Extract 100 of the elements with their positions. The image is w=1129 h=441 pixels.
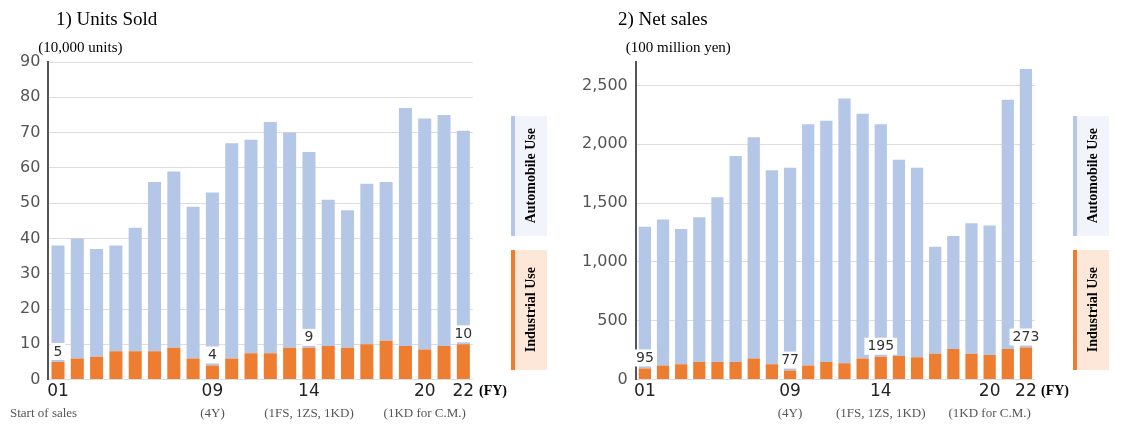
bar <box>965 223 978 354</box>
x-tick-label: 20 <box>413 380 436 401</box>
bar <box>947 236 960 350</box>
text: Start of sales <box>10 404 78 420</box>
bar <box>51 361 65 380</box>
bar <box>456 344 470 380</box>
bar <box>729 156 742 362</box>
data-label: 9 <box>304 328 314 345</box>
chart-title: 1) Units Sold <box>55 8 159 31</box>
bar <box>892 356 906 380</box>
bar <box>965 353 978 380</box>
bar <box>341 210 355 348</box>
y-tick-label: 70 <box>20 121 41 141</box>
x-tick-label: 09 <box>201 380 224 401</box>
bar <box>929 353 942 380</box>
text: (1KD for C.M.) <box>948 404 1031 420</box>
bar <box>283 132 297 348</box>
bar <box>1001 99 1014 350</box>
bar <box>456 130 470 345</box>
y-tick-label: 30 <box>20 262 41 282</box>
bar <box>929 246 942 354</box>
bar <box>341 347 355 380</box>
bar <box>856 358 869 380</box>
bar <box>205 365 219 380</box>
bar <box>109 351 123 380</box>
bar <box>70 238 84 359</box>
data-label: 195 <box>867 337 895 354</box>
bar <box>874 356 887 380</box>
bar <box>51 245 65 362</box>
y-tick-label: 2,500 <box>581 74 628 94</box>
x-tick-label: 01 <box>634 380 656 401</box>
y-tick-label: 20 <box>20 298 41 318</box>
data-label: 10 <box>454 324 473 341</box>
bar <box>283 347 297 380</box>
bar <box>148 351 162 380</box>
y-tick-label: 0 <box>617 368 628 388</box>
bar <box>109 245 123 352</box>
bar <box>910 167 924 358</box>
bar <box>418 118 432 350</box>
bar <box>820 361 833 380</box>
text: Industrial Use <box>1085 267 1101 353</box>
y-axis-title: (100 million yen) <box>625 39 731 57</box>
data-label: 77 <box>781 351 799 368</box>
bar <box>225 143 239 359</box>
bar <box>838 363 851 380</box>
bar <box>983 225 996 355</box>
bar <box>783 370 797 380</box>
bar <box>802 124 815 366</box>
y-axis-title: (10,000 units) <box>38 39 123 57</box>
bar <box>379 181 393 341</box>
bar <box>747 137 760 359</box>
bar <box>711 197 724 362</box>
bar <box>321 199 335 347</box>
y-tick-label: 40 <box>20 227 41 247</box>
bar <box>693 361 706 380</box>
data-label: 95 <box>635 349 654 366</box>
bar <box>360 344 374 380</box>
bar <box>802 365 815 380</box>
bar <box>244 139 258 354</box>
bar <box>656 365 670 380</box>
bar <box>638 368 651 380</box>
y-tick-label: 80 <box>20 86 41 106</box>
text: (4Y) <box>200 404 225 420</box>
bar <box>983 354 996 380</box>
bar <box>302 347 316 380</box>
bar <box>910 357 924 380</box>
y-tick-label: 2,000 <box>581 133 628 153</box>
y-tick-label: 0 <box>30 368 41 388</box>
x-tick-label: 14 <box>869 380 892 401</box>
bar <box>783 167 797 371</box>
text: Automobile Use <box>523 128 539 224</box>
x-tick-label: 22 <box>1015 380 1037 401</box>
bar <box>302 151 316 348</box>
x-axis-title: (FY) <box>479 383 508 400</box>
bar <box>418 349 432 380</box>
bar <box>398 346 412 380</box>
bar <box>675 229 688 365</box>
bar <box>838 98 851 364</box>
y-tick-label: 1,000 <box>581 251 628 271</box>
text: Industrial Use <box>523 267 539 353</box>
bar <box>892 159 906 357</box>
bar <box>128 227 142 352</box>
y-tick-label: 60 <box>20 157 41 177</box>
bar <box>765 170 779 365</box>
bar <box>360 183 374 345</box>
bar <box>729 361 742 380</box>
text: (1FS, 1ZS, 1KD) <box>264 404 354 420</box>
x-axis-title: (FY) <box>1041 383 1070 400</box>
bar <box>167 171 181 348</box>
bar <box>856 113 869 359</box>
data-label: 273 <box>1012 328 1040 345</box>
bar <box>70 358 84 380</box>
x-tick-label: 09 <box>779 380 801 401</box>
data-label: 5 <box>53 342 63 359</box>
bar <box>321 346 335 380</box>
bar <box>148 181 162 352</box>
bar <box>711 361 724 380</box>
bar <box>225 358 239 380</box>
data-label: 4 <box>207 346 217 363</box>
bar <box>263 121 277 354</box>
